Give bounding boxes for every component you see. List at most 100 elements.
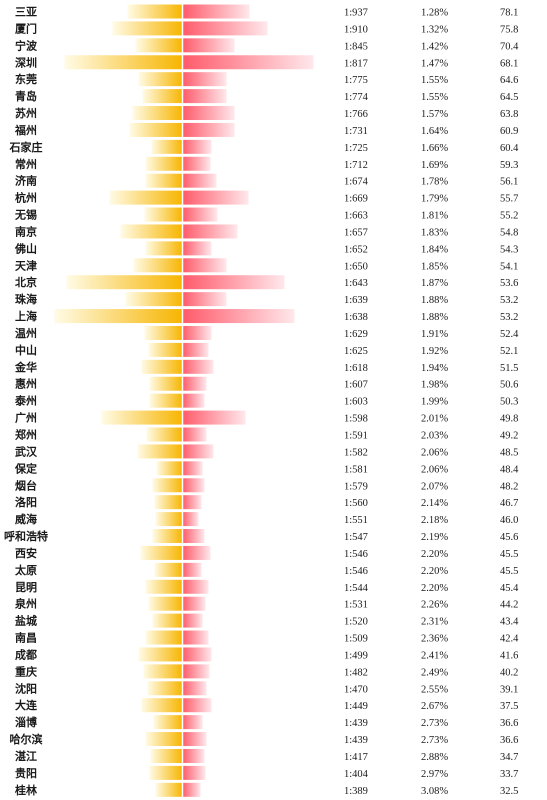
chart-row: 洛阳 1:560 2.14% 46.7 <box>15 495 518 510</box>
bar-right <box>182 55 314 70</box>
value-label: 49.2 <box>500 431 518 442</box>
ratio-label: 1:669 <box>344 194 368 205</box>
percent-label: 2.20% <box>421 566 448 577</box>
city-label: 常州 <box>15 157 37 171</box>
bar-right <box>182 139 212 154</box>
value-label: 55.2 <box>500 211 518 222</box>
city-label: 中山 <box>15 343 37 357</box>
bar-left <box>143 664 183 679</box>
chart-row: 保定 1:581 2.06% 48.4 <box>14 461 519 476</box>
ratio-label: 1:439 <box>344 718 368 729</box>
ratio-label: 1:417 <box>344 752 368 763</box>
percent-label: 1.64% <box>421 126 448 137</box>
city-label: 威海 <box>15 512 37 526</box>
value-label: 45.5 <box>500 566 518 577</box>
percent-label: 1.84% <box>421 244 448 255</box>
bar-right <box>182 748 205 763</box>
value-label: 63.8 <box>500 109 518 120</box>
bar-left <box>152 529 183 544</box>
chart-row: 中山 1:625 1.92% 52.1 <box>15 342 518 357</box>
percent-label: 1.55% <box>421 92 448 103</box>
percent-label: 2.18% <box>421 515 448 526</box>
bar-left <box>147 681 183 696</box>
bar-right <box>182 376 207 391</box>
ratio-label: 1:910 <box>344 24 368 35</box>
percent-label: 1.32% <box>421 24 448 35</box>
bar-left <box>152 613 183 628</box>
chart-row: 哈尔滨 1:439 2.73% 36.6 <box>10 732 518 747</box>
city-label: 苏州 <box>15 106 37 120</box>
bar-right <box>182 461 203 476</box>
chart-row: 三亚 1:937 1.28% 78.1 <box>15 4 518 19</box>
bar-left <box>64 55 183 70</box>
percent-label: 2.03% <box>421 431 448 442</box>
bar-right <box>182 782 201 797</box>
chart-row: 盐城 1:520 2.31% 43.4 <box>15 613 519 628</box>
chart-row: 杭州 1:669 1.79% 55.7 <box>15 190 518 205</box>
city-label: 西安 <box>15 546 37 560</box>
chart-row: 天津 1:650 1.85% 54.1 <box>15 258 518 273</box>
ratio-label: 1:591 <box>344 431 368 442</box>
chart-row: 武汉 1:582 2.06% 48.5 <box>15 444 518 459</box>
bar-left <box>153 715 183 730</box>
chart-row: 无锡 1:663 1.81% 55.2 <box>14 207 518 222</box>
ratio-label: 1:579 <box>344 481 368 492</box>
value-label: 45.4 <box>500 583 519 594</box>
bar-left <box>54 309 183 324</box>
percent-label: 1.47% <box>421 58 448 69</box>
bar-left <box>146 427 183 442</box>
value-label: 60.9 <box>500 126 518 137</box>
bar-left <box>138 72 183 87</box>
percent-label: 2.49% <box>421 667 448 678</box>
bar-right <box>182 292 227 307</box>
chart-row: 呼和浩特 1:547 2.19% 45.6 <box>4 529 518 544</box>
ratio-label: 1:618 <box>344 363 368 374</box>
percent-label: 1.85% <box>421 261 448 272</box>
city-label: 温州 <box>15 326 37 340</box>
bar-right <box>182 38 235 53</box>
bar-left <box>112 21 183 36</box>
bar-left <box>156 461 183 476</box>
percent-label: 2.14% <box>421 498 448 509</box>
bar-right <box>182 325 212 340</box>
ratio-label: 1:439 <box>344 735 368 746</box>
chart-row: 太原 1:546 2.20% 45.5 <box>14 562 518 577</box>
bar-right <box>182 241 212 256</box>
chart-row: 福州 1:731 1.64% 60.9 <box>14 122 518 137</box>
city-label: 福州 <box>14 123 37 137</box>
ratio-label: 1:766 <box>344 109 368 120</box>
value-label: 40.2 <box>500 667 518 678</box>
city-label: 金华 <box>14 360 37 374</box>
bar-left <box>150 748 183 763</box>
ratio-label: 1:731 <box>344 126 368 137</box>
bar-right <box>182 698 212 713</box>
ratio-label: 1:652 <box>344 244 368 255</box>
chart-row: 贵阳 1:404 2.97% 33.7 <box>15 765 518 780</box>
bar-left <box>129 122 183 137</box>
percent-label: 2.41% <box>421 650 448 661</box>
chart-row: 淄博 1:439 2.73% 36.6 <box>15 715 518 730</box>
city-label: 沈阳 <box>15 681 37 695</box>
city-label: 惠州 <box>15 377 37 391</box>
percent-label: 2.07% <box>421 481 448 492</box>
ratio-label: 1:581 <box>344 464 368 475</box>
city-label: 湛江 <box>15 749 37 763</box>
ratio-label: 1:482 <box>344 667 368 678</box>
city-label: 上海 <box>15 309 37 323</box>
percent-label: 1.98% <box>421 380 448 391</box>
city-label: 三亚 <box>15 6 37 19</box>
bar-left <box>154 562 183 577</box>
bar-right <box>182 444 214 459</box>
value-label: 42.4 <box>500 634 519 645</box>
city-label: 泉州 <box>14 597 37 611</box>
bar-left <box>145 241 183 256</box>
percent-label: 1.57% <box>421 109 448 120</box>
city-label: 东莞 <box>15 72 37 86</box>
percent-label: 1.66% <box>421 143 448 154</box>
value-label: 56.1 <box>500 177 518 188</box>
city-label: 盐城 <box>15 614 37 628</box>
value-label: 45.6 <box>500 532 518 543</box>
percent-label: 2.55% <box>421 684 448 695</box>
ratio-label: 1:674 <box>344 177 369 188</box>
bar-left <box>141 359 183 374</box>
